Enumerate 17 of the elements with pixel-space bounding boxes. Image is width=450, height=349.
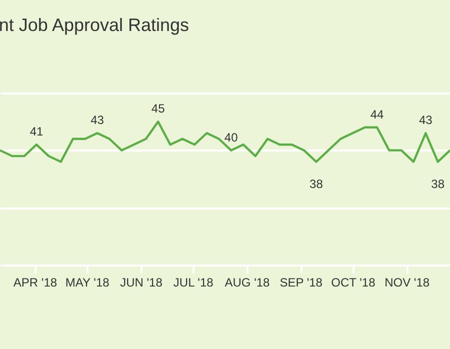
data-label: 45 — [151, 102, 166, 116]
x-tick-label: JUN '18 — [120, 276, 163, 290]
x-tick-label: OCT '18 — [331, 276, 376, 290]
data-label: 44 — [370, 107, 384, 122]
x-tick-label: JUL '18 — [173, 276, 214, 290]
data-label: 38 — [310, 176, 324, 191]
data-label: 43 — [418, 113, 433, 128]
data-label: 38 — [431, 176, 445, 191]
x-tick-label: APR '18 — [13, 276, 58, 290]
x-tick-label: NOV '18 — [384, 276, 430, 290]
x-tick-label: SEP '18 — [280, 276, 323, 290]
x-tick-label: MAY '18 — [65, 276, 110, 290]
x-tick-label: AUG '18 — [224, 276, 270, 290]
chart-title: nt Job Approval Ratings — [0, 15, 190, 35]
data-label: 41 — [30, 124, 44, 139]
data-label: 43 — [90, 113, 104, 128]
data-label: 40 — [224, 130, 238, 144]
